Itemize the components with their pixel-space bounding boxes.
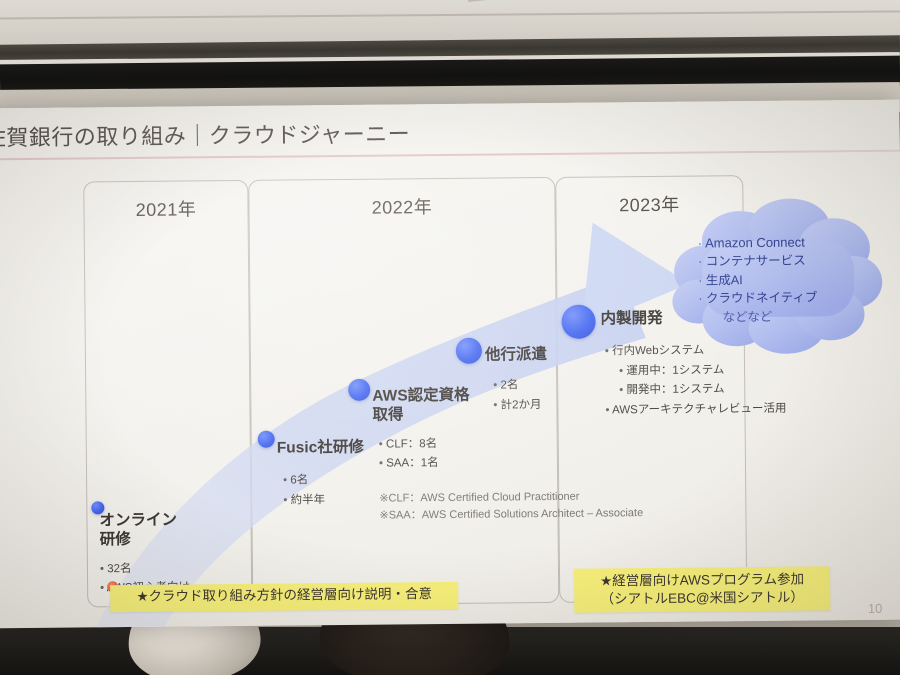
milestone-5-bullet-2: 運用中：1システム bbox=[619, 360, 801, 381]
milestone-3-bullet-2: SAA：1名 bbox=[379, 453, 553, 474]
cloud-item-3: 生成AI bbox=[698, 270, 878, 290]
milestone-bank-dispatch: 他行派遣 2名 計2か月 bbox=[485, 345, 596, 417]
banner-2-line2: （シアトルEBC@米国シアトル） bbox=[600, 589, 805, 607]
page-number: 10 bbox=[867, 600, 883, 616]
banner-2-line1: ★経営層向けAWSプログラム参加 bbox=[600, 571, 805, 589]
cloud-etc-label: などなど bbox=[722, 309, 773, 325]
highlight-banner-2023: ★経営層向けAWSプログラム参加 （シアトルEBC@米国シアトル） bbox=[573, 566, 831, 613]
projected-slide: 佐賀銀行の取り組み｜クラウドジャーニー 2021年 2022年 2023年 bbox=[0, 99, 900, 629]
milestone-dot-4 bbox=[455, 337, 482, 364]
cloud-item-4: クラウドネイティブ bbox=[698, 288, 878, 308]
milestone-1-heading: オンライン bbox=[99, 511, 178, 530]
milestone-4-bullet-1: 2名 bbox=[493, 376, 595, 397]
cloud-service-list: Amazon Connect コンテナサービス 生成AI クラウドネイティブ な… bbox=[698, 232, 879, 327]
future-services-cloud: Amazon Connect コンテナサービス 生成AI クラウドネイティブ な… bbox=[667, 196, 885, 358]
cloud-item-1: Amazon Connect bbox=[698, 232, 878, 253]
milestone-dot-2 bbox=[257, 430, 275, 448]
milestone-5-bullet-3: 開発中：1システム bbox=[619, 380, 801, 401]
milestone-4-heading: 他行派遣 bbox=[484, 346, 548, 364]
highlight-banner-2021: ★クラウド取り組み方針の経営層向け説明・合意 bbox=[110, 581, 459, 613]
milestone-4-bullet-2: 計2か月 bbox=[493, 395, 595, 416]
arrow-head bbox=[581, 222, 690, 329]
milestone-1-bullet-1: 32名 bbox=[100, 559, 220, 580]
growth-arrow bbox=[96, 222, 690, 628]
footnotes: ※CLF：AWS Certified Cloud Practitioner ※S… bbox=[379, 487, 709, 523]
cloud-item-2: コンテナサービス bbox=[698, 251, 878, 271]
banner-1-line1: ★クラウド取り組み方針の経営層向け説明・合意 bbox=[136, 586, 433, 604]
milestone-dot-3 bbox=[348, 378, 371, 401]
milestone-3-bullet-1: CLF：8名 bbox=[379, 434, 553, 455]
milestone-1-heading-line2: 研修 bbox=[99, 531, 131, 549]
milestone-5-bullet-4: AWSアーキテクチャレビュー活用 bbox=[605, 400, 801, 421]
footnote-saa: ※SAA：AWS Certified Solutions Architect –… bbox=[379, 506, 644, 522]
milestone-dot-5 bbox=[561, 304, 596, 339]
arrow-band bbox=[96, 274, 646, 628]
